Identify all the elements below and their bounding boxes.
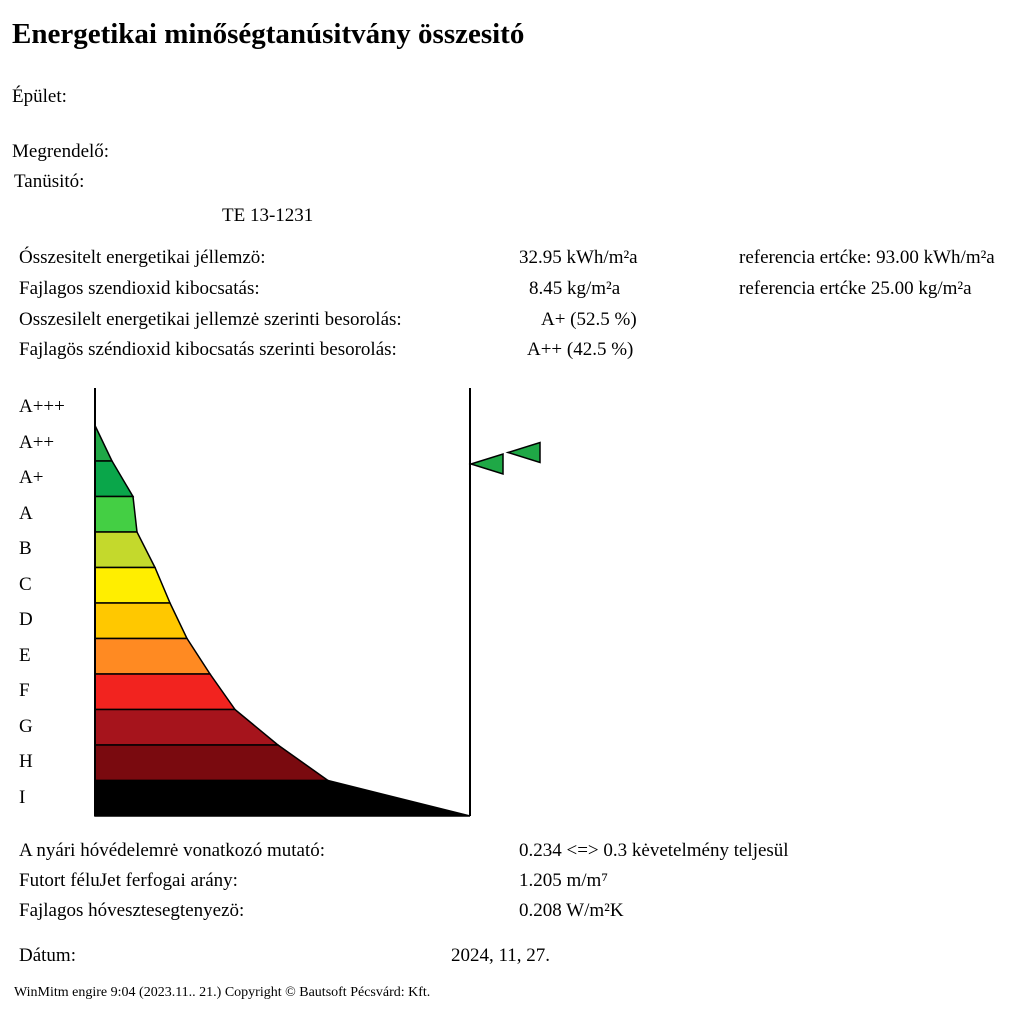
grade-band-a	[94, 495, 138, 533]
date-label: Dátum:	[19, 945, 76, 966]
grade-band-c	[94, 566, 172, 604]
grade-band-h	[94, 744, 331, 782]
extra-row-label: A nyári hóvédelemrė vonatkozó mutató:	[19, 840, 326, 861]
extra-row-label: Fajlagos hóvesztesegtenyezö:	[19, 900, 245, 921]
summary-row-label: Fajlagos szendioxid kibocsatás:	[19, 278, 260, 299]
summary-row-label: Osszesilelt energetikai jellemzė szerint…	[19, 309, 402, 330]
extra-row-label: Futort féluJet ferfogai arány:	[19, 870, 238, 891]
grade-band-b	[94, 531, 157, 569]
grade-label: A+++	[19, 396, 65, 417]
building-label: Épület:	[12, 86, 67, 107]
summary-row-value: A+ (52.5 %)	[541, 309, 637, 330]
page-title: Energetikai minőségtanúsitvány összesitó	[12, 18, 525, 50]
grade-band-e	[94, 637, 212, 675]
grade-band-app	[94, 425, 114, 462]
grade-band-ap	[94, 460, 135, 498]
summary-row-label: Fajlagös széndioxid kibocsatás szerinti …	[19, 339, 397, 360]
grade-label: D	[19, 609, 33, 630]
grade-label: A++	[19, 431, 55, 453]
client-label: Megrendelő:	[12, 141, 110, 162]
class-marker-energy-class	[468, 452, 504, 476]
extra-row-value: 0.208 W/m²K	[519, 900, 624, 921]
grade-label: G	[19, 715, 33, 737]
grade-label: B	[19, 538, 32, 559]
grade-label: A+	[19, 467, 44, 488]
certifier-label: Tanüsitó:	[14, 171, 85, 192]
certifier-id: TE 13-1231	[222, 205, 314, 226]
extra-row-value: 0.234 <=> 0.3 kėvetelmény teljesül	[519, 840, 789, 861]
extra-row-value: 1.205 m/m⁷	[519, 870, 608, 891]
grade-band-g	[94, 708, 281, 746]
grade-label: F	[19, 680, 30, 701]
grade-label: C	[19, 573, 32, 595]
date-value: 2024, 11, 27.	[451, 945, 551, 966]
grade-label: E	[19, 644, 31, 666]
grade-band-i	[94, 779, 471, 817]
summary-row-reference: referencia ertćke 25.00 kg/m²a	[739, 278, 972, 299]
footer-copyright: WinMitm engire 9:04 (2023.11.. 21.) Copy…	[14, 985, 431, 1000]
grade-label: H	[19, 751, 33, 772]
summary-row-label: Ósszesitelt energetikai jéllemzö:	[19, 247, 266, 268]
summary-row-value: 32.95 kWh/m²a	[519, 247, 638, 268]
grade-label: I	[19, 786, 26, 808]
summary-row-value: 8.45 kg/m²a	[529, 278, 621, 299]
grade-band-d	[94, 602, 189, 640]
grade-band-f	[94, 673, 237, 711]
grade-label: A	[19, 502, 33, 524]
summary-row-reference: referencia ertćke: 93.00 kWh/m²a	[739, 247, 995, 268]
energy-scale-graphic	[94, 388, 541, 817]
summary-row-value: A++ (42.5 %)	[527, 339, 634, 360]
class-marker-co2-class	[505, 441, 541, 464]
